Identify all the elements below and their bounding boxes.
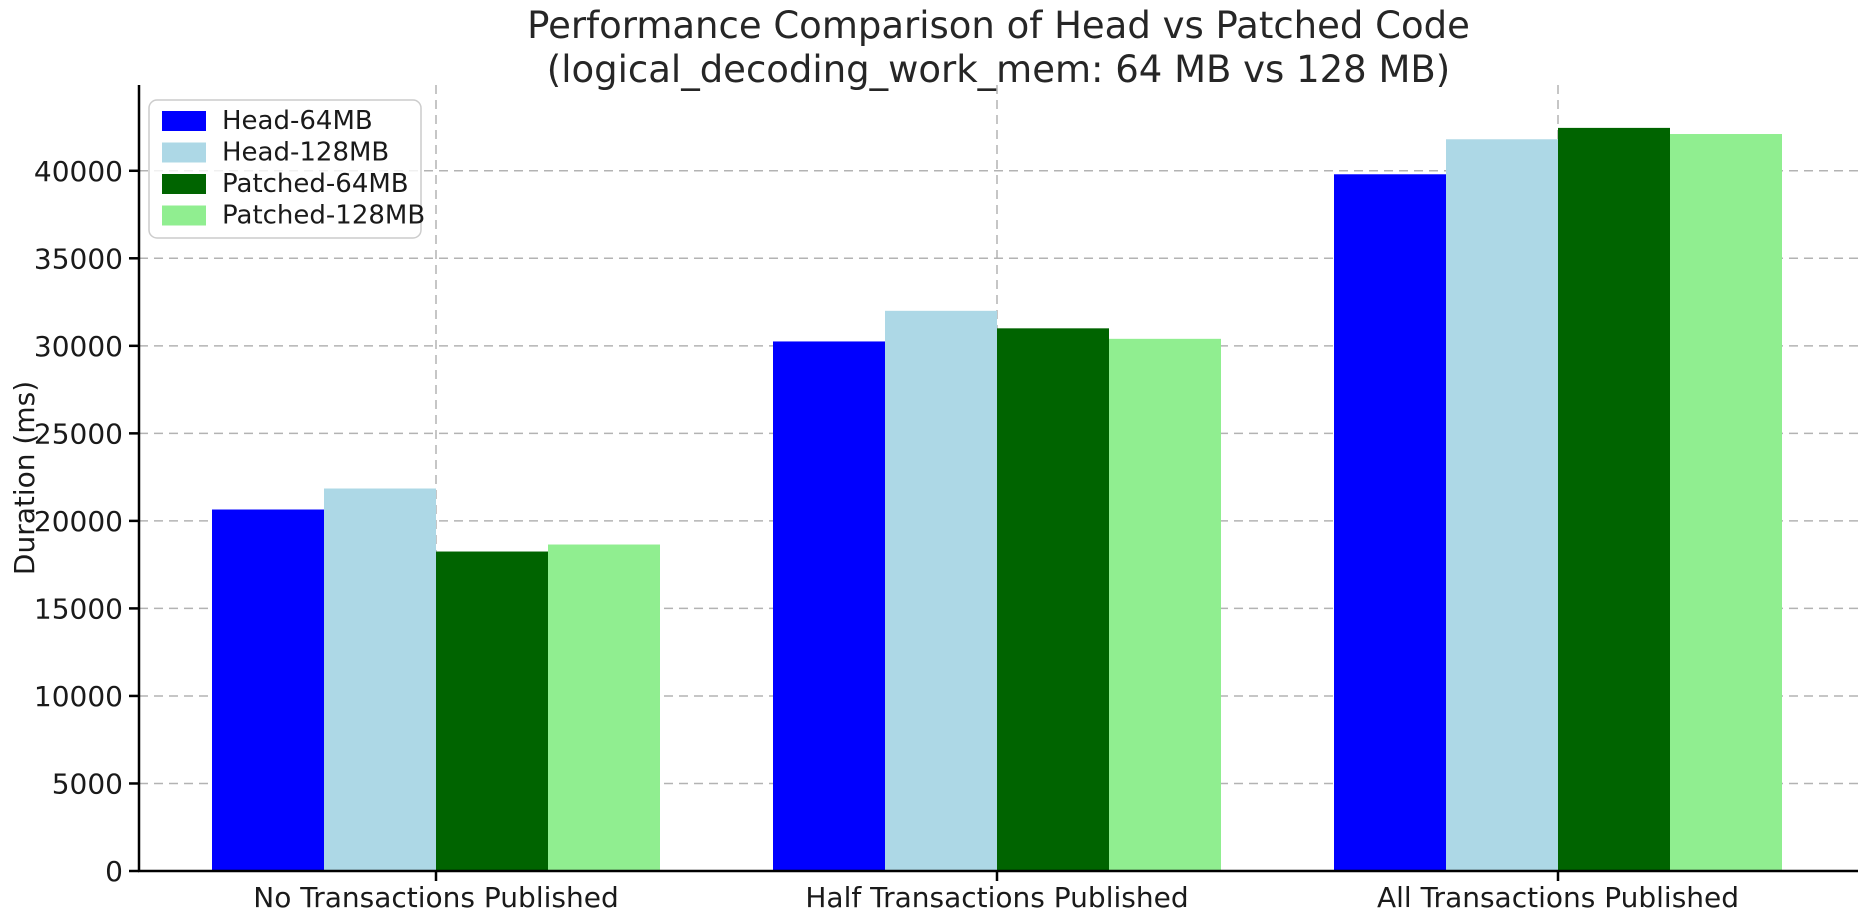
- y-tick-label: 5000: [52, 767, 123, 800]
- y-tick-label: 15000: [34, 592, 123, 625]
- y-tick-label: 35000: [34, 242, 123, 275]
- legend-label: Head-128MB: [222, 138, 389, 168]
- y-tick-label: 0: [105, 855, 123, 888]
- bar-head-64mb-1: [773, 341, 885, 872]
- bar-head-128mb-0: [324, 488, 436, 871]
- legend-swatch-patched-128mb: [162, 205, 206, 226]
- legend-swatch-head-64mb: [162, 111, 206, 131]
- legend-label: Patched-64MB: [222, 169, 409, 199]
- bar-head-64mb-2: [1334, 174, 1446, 872]
- y-tick-label: 30000: [34, 330, 123, 363]
- y-tick-label: 20000: [34, 505, 123, 538]
- legend-swatch-patched-64mb: [162, 174, 206, 194]
- x-tick-label: No Transactions Published: [253, 881, 618, 910]
- x-tick-label: All Transactions Published: [1377, 881, 1739, 910]
- y-tick-label: 25000: [34, 417, 123, 450]
- y-tick-label: 10000: [34, 680, 123, 713]
- bar-head-64mb-0: [212, 509, 324, 871]
- bar-head-128mb-1: [885, 310, 997, 871]
- legend-swatch-head-128mb: [162, 142, 206, 163]
- x-tick-label: Half Transactions Published: [805, 881, 1188, 910]
- legend-label: Head-64MB: [222, 106, 373, 136]
- y-axis-label: Duration (ms): [8, 381, 41, 575]
- legend-box: [148, 99, 422, 239]
- bar-patched-128mb-1: [1109, 338, 1221, 871]
- bar-patched-128mb-0: [548, 544, 660, 871]
- bar-patched-64mb-2: [1558, 127, 1670, 871]
- bar-patched-64mb-0: [436, 551, 548, 871]
- y-tick-label: 40000: [34, 155, 123, 188]
- bar-head-128mb-2: [1446, 139, 1558, 871]
- legend-label: Patched-128MB: [222, 201, 425, 231]
- bar-patched-64mb-1: [997, 328, 1109, 871]
- bar-patched-128mb-2: [1670, 134, 1782, 871]
